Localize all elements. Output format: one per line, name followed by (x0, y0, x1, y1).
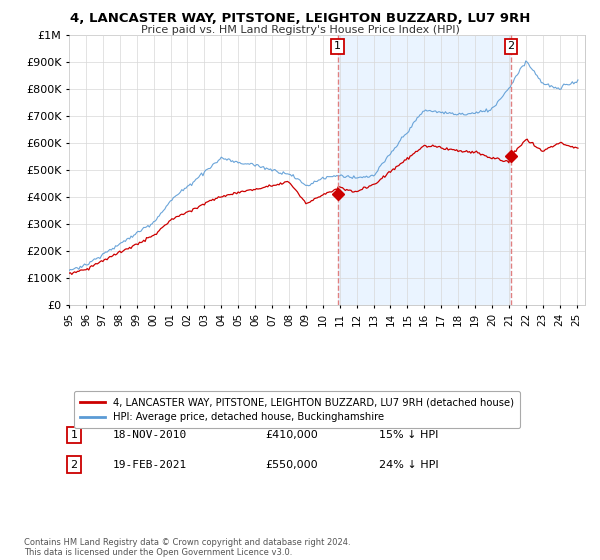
Text: 18-NOV-2010: 18-NOV-2010 (113, 430, 187, 440)
Text: £550,000: £550,000 (265, 460, 318, 470)
Text: Contains HM Land Registry data © Crown copyright and database right 2024.
This d: Contains HM Land Registry data © Crown c… (24, 538, 350, 557)
Text: 1: 1 (334, 41, 341, 52)
Text: 2: 2 (508, 41, 514, 52)
Bar (338, 35, 511, 305)
Text: 19-FEB-2021: 19-FEB-2021 (113, 460, 187, 470)
Text: Price paid vs. HM Land Registry's House Price Index (HPI): Price paid vs. HM Land Registry's House … (140, 25, 460, 35)
Text: 4, LANCASTER WAY, PITSTONE, LEIGHTON BUZZARD, LU7 9RH: 4, LANCASTER WAY, PITSTONE, LEIGHTON BUZ… (70, 12, 530, 25)
Text: 1: 1 (71, 430, 77, 440)
Text: 15% ↓ HPI: 15% ↓ HPI (379, 430, 438, 440)
Legend: 4, LANCASTER WAY, PITSTONE, LEIGHTON BUZZARD, LU7 9RH (detached house), HPI: Ave: 4, LANCASTER WAY, PITSTONE, LEIGHTON BUZ… (74, 391, 520, 428)
Text: 24% ↓ HPI: 24% ↓ HPI (379, 460, 438, 470)
Text: 2: 2 (71, 460, 78, 470)
Text: £410,000: £410,000 (265, 430, 318, 440)
